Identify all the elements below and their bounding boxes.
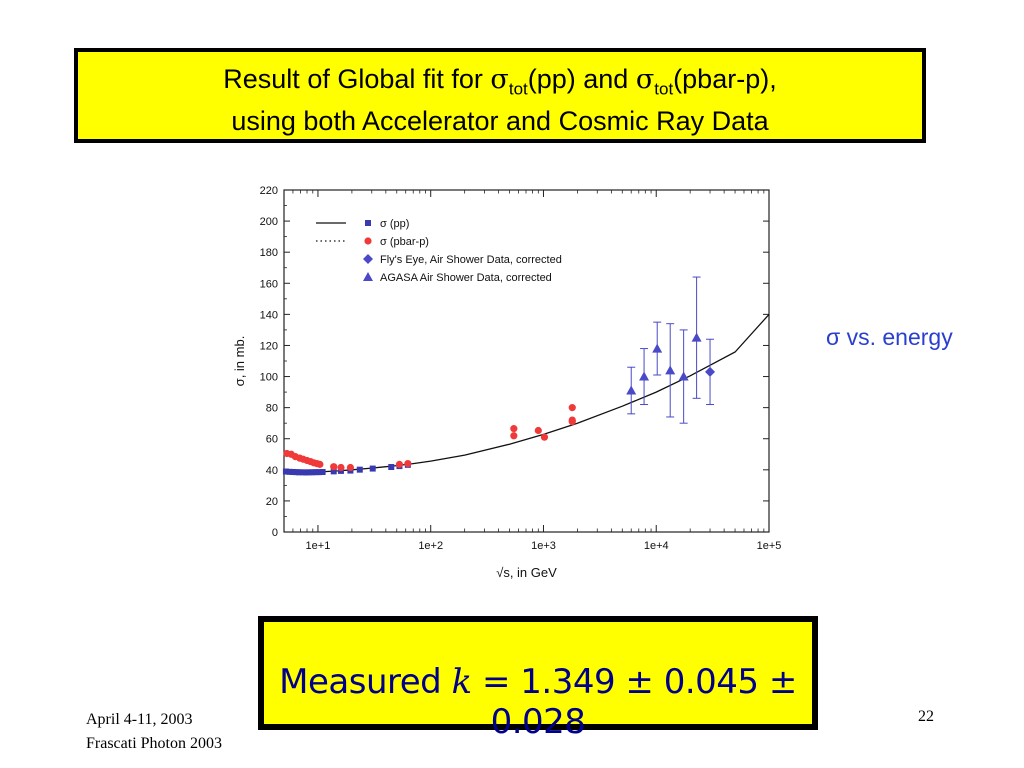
data-point-agasa	[626, 385, 637, 395]
legend-marker-circle	[364, 237, 372, 245]
data-point-pbarp	[534, 426, 542, 435]
y-tick-label: 140	[260, 309, 278, 321]
legend-marker-triangle	[363, 272, 373, 281]
x-tick-label: 1e+4	[644, 540, 669, 552]
result-text: Measured k = 1.349 ± 0.045 ± 0.028	[279, 662, 797, 742]
data-point-pp	[330, 468, 337, 475]
data-point-pbarp	[510, 425, 518, 433]
data-point-pbarp	[404, 460, 412, 468]
sigma-symbol: σ	[490, 64, 509, 95]
legend-label: AGASA Air Shower Data, corrected	[380, 272, 552, 284]
tot-subscript: tot	[654, 79, 674, 99]
sigma-symbol: σ	[635, 64, 655, 95]
footer-left: April 4-11, 2003 Frascati Photon 2003	[86, 708, 222, 756]
data-point-agasa	[691, 332, 702, 342]
data-point-pbarp	[568, 418, 576, 426]
y-tick-label: 20	[266, 496, 278, 508]
tot-subscript: tot	[508, 79, 528, 99]
footer-date: April 4-11, 2003	[86, 711, 193, 728]
y-tick-label: 0	[272, 527, 278, 539]
data-point-agasa	[652, 343, 663, 353]
data-point-pp	[388, 464, 395, 471]
data-point-pp	[299, 469, 306, 476]
x-tick-label: 1e+2	[418, 540, 443, 552]
x-tick-label: 1e+1	[306, 540, 331, 552]
data-point-pp	[369, 465, 376, 472]
x-axis-label: √s, in GeV	[496, 565, 557, 580]
data-point-pbarp	[568, 404, 576, 412]
data-point-pp	[315, 469, 322, 476]
data-point-pbarp	[316, 460, 324, 468]
y-tick-label: 40	[266, 465, 278, 477]
legend-label: Fly's Eye, Air Shower Data, corrected	[380, 254, 562, 266]
x-tick-label: 1e+5	[757, 540, 782, 552]
legend-label: σ (pp)	[380, 218, 409, 230]
legend-marker-square	[365, 220, 371, 226]
k-variable: k	[451, 662, 473, 702]
y-tick-label: 180	[260, 247, 278, 259]
result-box: Measured k = 1.349 ± 0.045 ± 0.028	[258, 616, 818, 742]
data-point-pbarp	[395, 460, 404, 468]
data-point-pbarp	[330, 463, 338, 471]
x-tick-label: 1e+3	[531, 540, 556, 552]
side-label: σ vs. energy	[826, 324, 953, 350]
chart-svg: 0 20 40 60 80 100 120 140 160 180 200 220 1e+1 1e+2 1e…	[232, 185, 782, 580]
y-tick-label: 220	[260, 185, 278, 197]
data-point-pbarp	[540, 433, 549, 441]
data-point-pp	[302, 469, 309, 476]
data-point-pp	[289, 468, 296, 475]
data-point-flys-eye	[705, 366, 716, 377]
data-point-pbarp	[337, 463, 345, 472]
data-point-pbarp	[346, 463, 354, 472]
title-line-2: using both Accelerator and Cosmic Ray Da…	[231, 106, 769, 137]
y-tick-label: 80	[266, 403, 278, 415]
data-point-pp	[356, 466, 363, 473]
data-point-agasa	[639, 371, 650, 381]
y-tick-label: 160	[260, 278, 278, 290]
data-point-agasa	[678, 371, 689, 381]
data-point-pbarp	[510, 432, 518, 440]
data-point-pp	[319, 468, 326, 475]
title-line-1: Result of Global fit for σtot(pp) and σt…	[223, 64, 777, 99]
data-point-agasa	[665, 365, 676, 375]
cross-section-chart: 0 20 40 60 80 100 120 140 160 180 200 220 1e+1 1e+2 1e…	[228, 180, 812, 590]
legend-label: σ (pbar-p)	[380, 236, 429, 248]
y-tick-label: 100	[260, 372, 278, 384]
y-tick-label: 60	[266, 434, 278, 446]
data-point-pp	[312, 469, 319, 476]
y-tick-label: 200	[260, 216, 278, 228]
data-point-pp	[282, 468, 289, 475]
title-box: Result of Global fit for σtot(pp) and σt…	[74, 48, 926, 143]
y-tick-label: 120	[260, 340, 278, 352]
data-point-pp	[286, 468, 293, 475]
data-point-pp	[305, 469, 312, 476]
y-axis-label: σ, in mb.	[232, 336, 247, 387]
page-number: 22	[918, 708, 934, 725]
data-point-pp	[309, 469, 316, 476]
legend-marker-diamond	[363, 254, 373, 264]
footer-event: Frascati Photon 2003	[86, 735, 222, 752]
data-point-pp	[296, 469, 303, 476]
